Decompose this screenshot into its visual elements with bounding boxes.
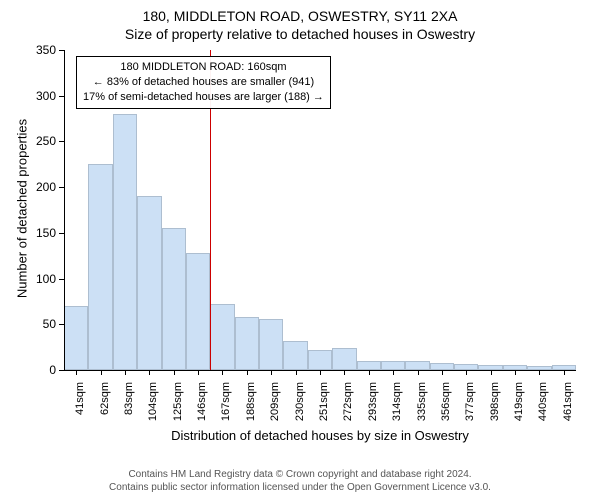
histogram-bar: [210, 304, 234, 370]
y-tick-label: 50: [0, 317, 56, 331]
chart-container: 180, MIDDLETON ROAD, OSWESTRY, SY11 2XA …: [0, 0, 600, 500]
x-tick-label: 419sqm: [513, 382, 525, 432]
histogram-bar: [283, 341, 307, 370]
x-tick-label: 377sqm: [464, 382, 476, 432]
x-tick-label: 293sqm: [367, 382, 379, 432]
attribution-text: Contains HM Land Registry data © Crown c…: [0, 468, 600, 494]
histogram-bar: [308, 350, 332, 370]
x-tick-label: 209sqm: [269, 382, 281, 432]
x-tick-label: 440sqm: [537, 382, 549, 432]
histogram-bar: [113, 114, 137, 370]
y-tick-mark: [59, 50, 64, 51]
histogram-bar: [381, 361, 405, 370]
y-tick-mark: [59, 96, 64, 97]
x-tick-mark: [149, 370, 150, 375]
x-tick-mark: [247, 370, 248, 375]
x-tick-mark: [564, 370, 565, 375]
histogram-bar: [137, 196, 161, 370]
x-tick-label: 83sqm: [123, 382, 135, 432]
histogram-bar: [405, 361, 429, 370]
x-tick-mark: [442, 370, 443, 375]
y-tick-label: 100: [0, 272, 56, 286]
x-tick-label: 146sqm: [196, 382, 208, 432]
histogram-bar: [430, 363, 454, 370]
y-axis-line: [64, 50, 65, 370]
histogram-bar: [88, 164, 112, 370]
x-tick-mark: [515, 370, 516, 375]
annotation-line-1: 180 MIDDLETON ROAD: 160sqm: [83, 60, 324, 75]
y-tick-mark: [59, 141, 64, 142]
x-tick-label: 230sqm: [294, 382, 306, 432]
chart-title-sub: Size of property relative to detached ho…: [0, 24, 600, 42]
x-tick-mark: [539, 370, 540, 375]
y-tick-label: 350: [0, 43, 56, 57]
y-tick-label: 250: [0, 134, 56, 148]
histogram-bar: [357, 361, 381, 370]
x-tick-mark: [296, 370, 297, 375]
x-tick-label: 461sqm: [562, 382, 574, 432]
x-tick-label: 125sqm: [172, 382, 184, 432]
y-tick-label: 150: [0, 226, 56, 240]
x-tick-mark: [344, 370, 345, 375]
x-tick-mark: [198, 370, 199, 375]
x-tick-mark: [320, 370, 321, 375]
y-tick-mark: [59, 233, 64, 234]
x-tick-label: 188sqm: [245, 382, 257, 432]
x-tick-mark: [393, 370, 394, 375]
y-tick-label: 200: [0, 180, 56, 194]
y-tick-label: 0: [0, 363, 56, 377]
x-tick-mark: [271, 370, 272, 375]
x-tick-mark: [491, 370, 492, 375]
y-tick-mark: [59, 279, 64, 280]
x-tick-mark: [101, 370, 102, 375]
x-tick-mark: [369, 370, 370, 375]
histogram-bar: [64, 306, 88, 370]
x-tick-mark: [222, 370, 223, 375]
x-tick-mark: [466, 370, 467, 375]
histogram-bar: [186, 253, 210, 370]
x-tick-mark: [76, 370, 77, 375]
y-tick-label: 300: [0, 89, 56, 103]
x-tick-mark: [174, 370, 175, 375]
histogram-bar: [332, 348, 356, 370]
x-tick-label: 251sqm: [318, 382, 330, 432]
attribution-line-1: Contains HM Land Registry data © Crown c…: [0, 468, 600, 481]
annotation-box: 180 MIDDLETON ROAD: 160sqm← 83% of detac…: [76, 56, 331, 109]
x-tick-label: 398sqm: [489, 382, 501, 432]
annotation-line-3: 17% of semi-detached houses are larger (…: [83, 90, 324, 105]
chart-title-main: 180, MIDDLETON ROAD, OSWESTRY, SY11 2XA: [0, 0, 600, 24]
histogram-bar: [259, 319, 283, 370]
annotation-line-2: ← 83% of detached houses are smaller (94…: [83, 75, 324, 90]
x-tick-label: 356sqm: [440, 382, 452, 432]
histogram-bar: [162, 228, 186, 370]
histogram-bar: [235, 317, 259, 370]
x-tick-label: 335sqm: [416, 382, 428, 432]
x-tick-label: 167sqm: [220, 382, 232, 432]
x-tick-label: 62sqm: [99, 382, 111, 432]
y-tick-mark: [59, 187, 64, 188]
x-tick-label: 272sqm: [342, 382, 354, 432]
attribution-line-2: Contains public sector information licen…: [0, 481, 600, 494]
x-tick-label: 41sqm: [74, 382, 86, 432]
x-tick-mark: [418, 370, 419, 375]
x-tick-label: 314sqm: [391, 382, 403, 432]
y-tick-mark: [59, 370, 64, 371]
x-tick-mark: [125, 370, 126, 375]
x-tick-label: 104sqm: [147, 382, 159, 432]
y-tick-mark: [59, 324, 64, 325]
